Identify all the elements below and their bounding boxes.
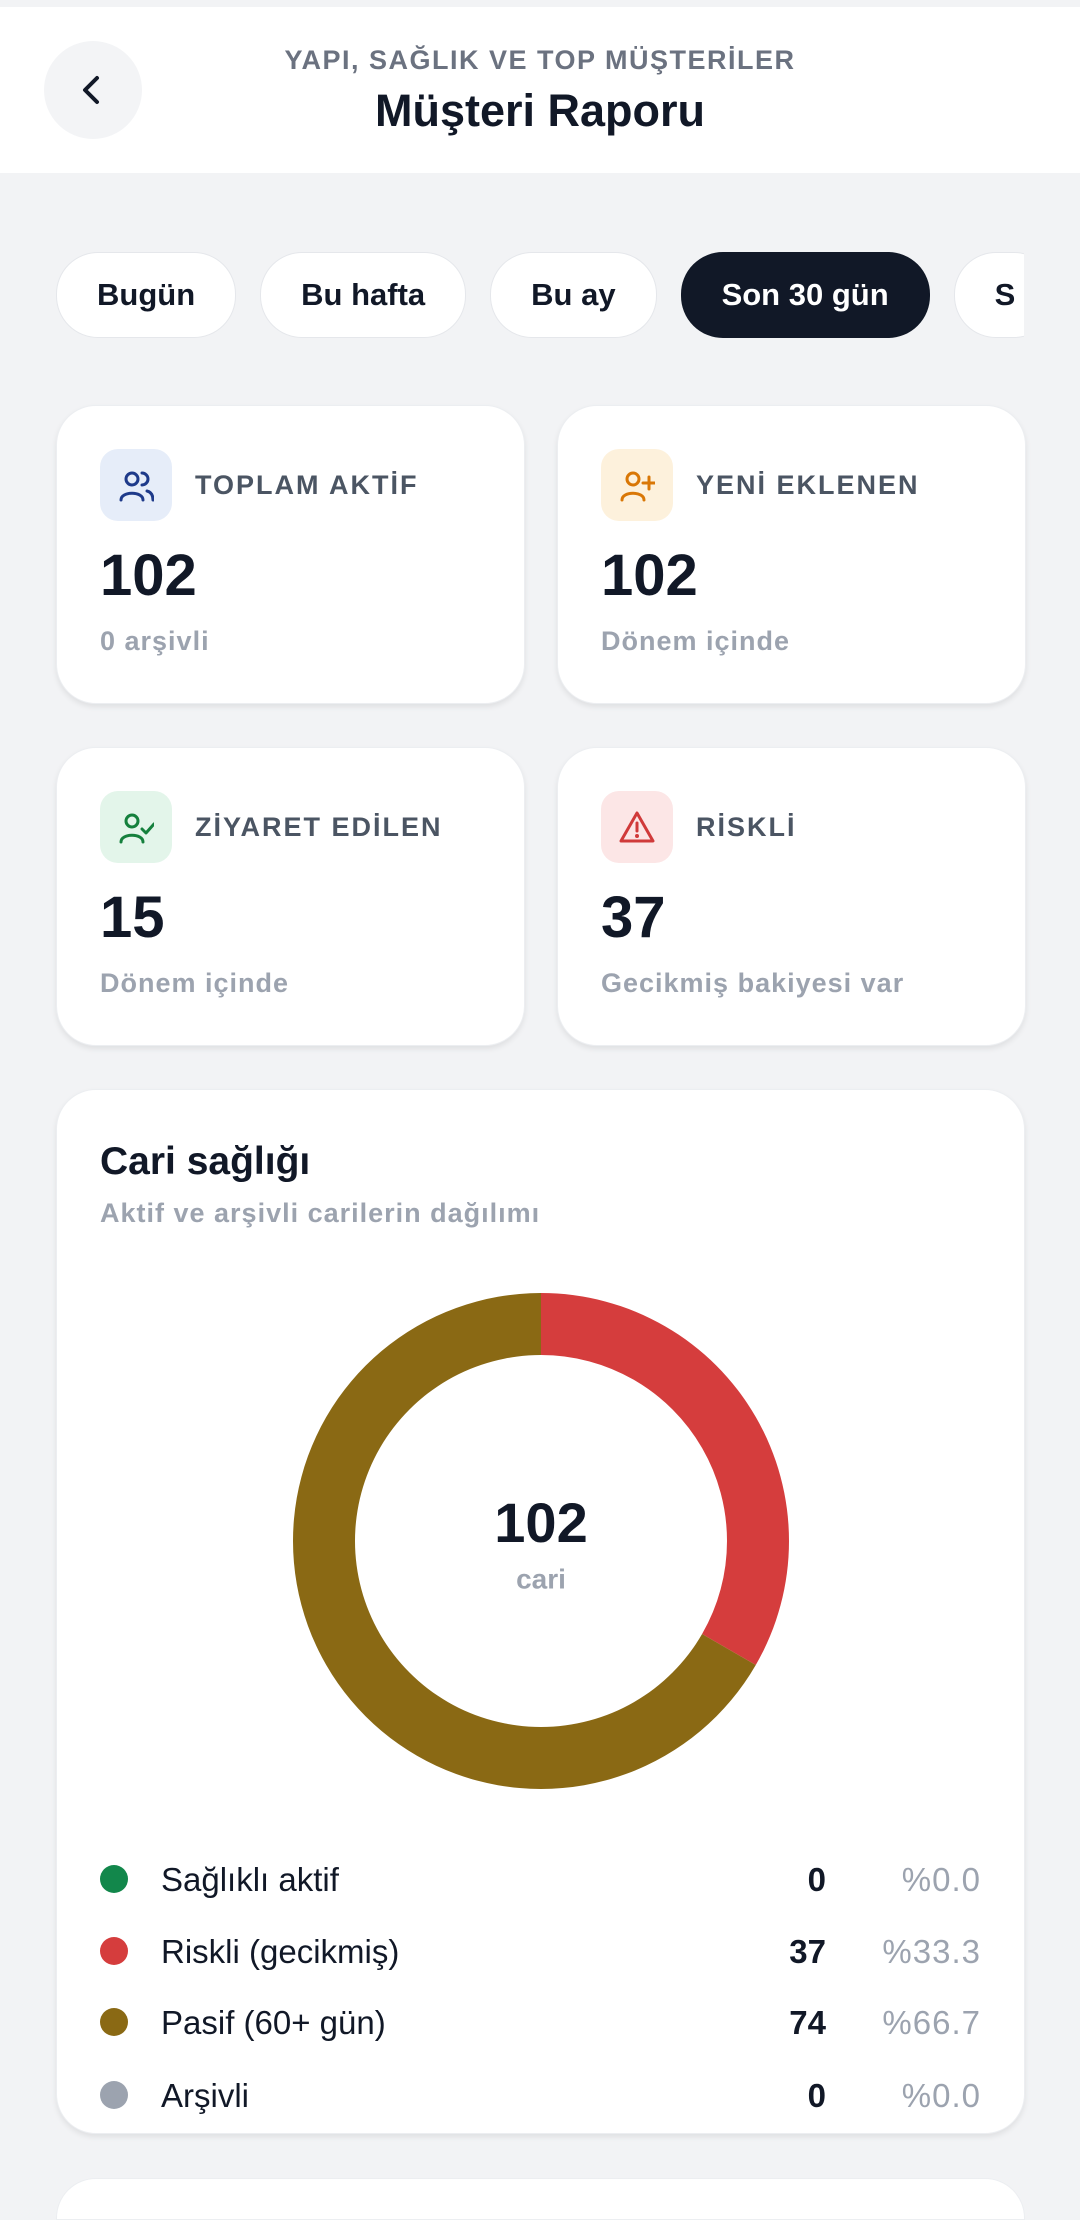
- stat-icon: [100, 449, 172, 521]
- filter-pill[interactable]: Bu ay: [490, 252, 657, 338]
- legend-value: 37: [789, 1933, 826, 1970]
- legend-dot: [100, 2008, 128, 2036]
- legend-value: 0: [807, 1861, 826, 1898]
- stat-label: ZİYARET EDİLEN: [195, 812, 443, 842]
- legend-dot: [100, 1865, 128, 1893]
- donut-total: 102: [494, 1491, 587, 1554]
- header-title: Müşteri Raporu: [374, 85, 706, 136]
- legend-dot: [100, 1937, 128, 1965]
- icon-glyph: [119, 813, 154, 844]
- stat-label: RİSKLİ: [696, 812, 797, 842]
- legend-name: Riskli (gecikmiş): [161, 1933, 400, 1970]
- stat-card: RİSKLİ 37 Gecikmiş bakiyesi var: [557, 747, 1026, 1046]
- health-card: 102 cari Cari sağlığı Aktif ve arşivli ca…: [56, 1089, 1025, 2134]
- header-subtitle: YAPI, SAĞLIK VE TOP MÜŞTERİLER: [284, 45, 796, 75]
- legend-row: Riskli (gecikmiş) 37 %33.3: [57, 1926, 1024, 1976]
- filter-bar: Bugün Bu hafta Bu ay Son 30 gün S: [56, 252, 1024, 338]
- stat-icon: [100, 791, 172, 863]
- stat-note: Gecikmiş bakiyesi var: [601, 968, 905, 998]
- legend-row: Arşivli 0 %0.0: [57, 2070, 1024, 2120]
- stat-card: ZİYARET EDİLEN 15 Dönem içinde: [56, 747, 525, 1046]
- legend-dot: [100, 2081, 128, 2109]
- card-title: Cari sağlığı: [100, 1140, 311, 1183]
- filter-pill[interactable]: Bugün: [56, 252, 237, 338]
- stat-note: Dönem içinde: [601, 626, 791, 656]
- back-button[interactable]: [44, 41, 142, 139]
- filter-pill[interactable]: Bu hafta: [260, 252, 467, 338]
- stat-card: YENİ EKLENEN 102 Dönem içinde: [557, 405, 1026, 704]
- filter-pill[interactable]: S: [953, 252, 1024, 338]
- legend-percent: %33.3: [882, 1933, 981, 1970]
- legend-name: Sağlıklı aktif: [161, 1861, 339, 1898]
- legend-name: Pasif (60+ gün): [161, 2004, 386, 2041]
- icon-glyph: [119, 471, 154, 502]
- legend-value: 0: [807, 2077, 826, 2114]
- stat-value: 102: [100, 543, 197, 608]
- stat-icon: [601, 449, 673, 521]
- donut-segment: [541, 1293, 789, 1665]
- legend-percent: %0.0: [901, 1861, 981, 1898]
- filter-pill[interactable]: Son 30 gün: [680, 252, 930, 338]
- stat-value: 37: [601, 885, 666, 950]
- icon-glyph: [619, 811, 655, 843]
- legend-row: Sağlıklı aktif 0 %0.0: [57, 1854, 1024, 1904]
- stat-value: 15: [100, 885, 165, 950]
- donut-chart: 102 cari: [292, 1293, 789, 1790]
- legend-percent: %0.0: [901, 2077, 981, 2114]
- stat-value: 102: [601, 543, 698, 608]
- legend-percent: %66.7: [882, 2004, 981, 2041]
- top-bar: YAPI, SAĞLIK VE TOP MÜŞTERİLER Müşteri R…: [0, 7, 1080, 173]
- stat-label: TOPLAM AKTİF: [195, 470, 419, 500]
- next-card: [56, 2178, 1025, 2220]
- donut-total-label: cari: [516, 1563, 566, 1594]
- legend-value: 74: [789, 2004, 826, 2041]
- icon-glyph: [620, 471, 655, 502]
- legend-row: Pasif (60+ gün) 74 %66.7: [57, 1997, 1024, 2047]
- stat-note: 0 arşivli: [100, 626, 210, 656]
- card-subtitle: Aktif ve arşivli carilerin dağılımı: [100, 1198, 541, 1228]
- stat-icon: [601, 791, 673, 863]
- stat-label: YENİ EKLENEN: [696, 470, 920, 500]
- stat-note: Dönem içinde: [100, 968, 290, 998]
- stat-card: TOPLAM AKTİF 102 0 arşivli: [56, 405, 525, 704]
- legend-name: Arşivli: [161, 2077, 249, 2114]
- back-icon: [83, 76, 99, 104]
